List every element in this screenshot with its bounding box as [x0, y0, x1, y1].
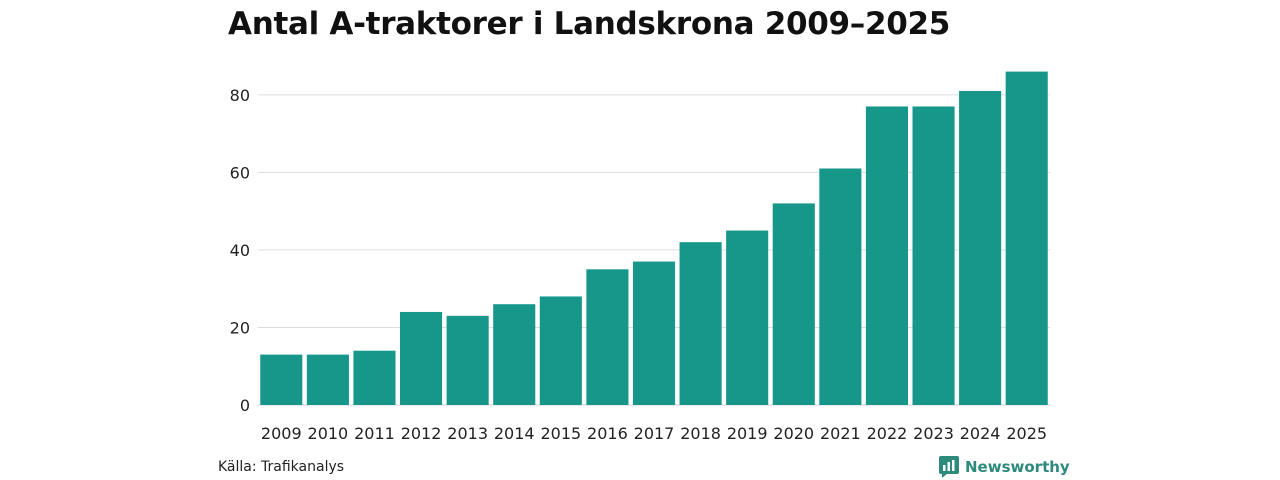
y-tick-label: 20 — [230, 318, 250, 337]
x-tick-label: 2023 — [913, 424, 954, 443]
bar-2025 — [1005, 71, 1048, 405]
x-tick-label: 2019 — [727, 424, 768, 443]
x-tick-label: 2018 — [680, 424, 721, 443]
bar-2019 — [726, 230, 769, 405]
x-tick-label: 2012 — [401, 424, 442, 443]
bar-2014 — [493, 304, 536, 405]
bar-2021 — [819, 168, 862, 405]
bar-2010 — [306, 354, 349, 405]
bar-2018 — [679, 242, 722, 405]
newsworthy-logo: Newsworthy — [939, 456, 1070, 478]
bar-2011 — [353, 350, 396, 405]
x-tick-label: 2022 — [867, 424, 908, 443]
y-axis-ticks: 0 20 40 60 80 — [230, 86, 250, 415]
x-tick-label: 2013 — [447, 424, 488, 443]
x-tick-label: 2016 — [587, 424, 628, 443]
bar-2016 — [586, 269, 629, 405]
x-tick-label: 2024 — [960, 424, 1001, 443]
y-tick-label: 80 — [230, 86, 250, 105]
bar-2015 — [539, 296, 582, 405]
y-tick-label: 60 — [230, 163, 250, 182]
bar-2022 — [865, 106, 908, 405]
y-tick-label: 0 — [240, 396, 250, 415]
y-tick-label: 40 — [230, 241, 250, 260]
x-tick-label: 2025 — [1006, 424, 1047, 443]
bars — [260, 71, 1048, 406]
brand-name: Newsworthy — [965, 458, 1070, 476]
source-note: Källa: Trafikanalys — [218, 459, 345, 475]
x-tick-label: 2014 — [494, 424, 535, 443]
chart-title: Antal A-traktorer i Landskrona 2009–2025 — [228, 6, 951, 42]
x-tick-label: 2009 — [261, 424, 302, 443]
x-tick-label: 2017 — [634, 424, 675, 443]
x-tick-label: 2020 — [773, 424, 814, 443]
bar-2023 — [912, 106, 955, 405]
bar-2013 — [446, 315, 489, 405]
x-tick-label: 2011 — [354, 424, 395, 443]
x-axis-ticks: 2009 2010 2011 2012 2013 2014 2015 2016 2017 2018… — [261, 424, 1047, 443]
bar-2017 — [632, 261, 676, 405]
x-tick-label: 2021 — [820, 424, 861, 443]
bar-2012 — [400, 311, 443, 405]
newsworthy-logo-icon — [939, 456, 959, 478]
x-tick-label: 2015 — [540, 424, 581, 443]
bar-2020 — [772, 203, 815, 405]
x-tick-label: 2010 — [308, 424, 349, 443]
bar-2009 — [260, 354, 303, 405]
bar-2024 — [959, 90, 1002, 406]
